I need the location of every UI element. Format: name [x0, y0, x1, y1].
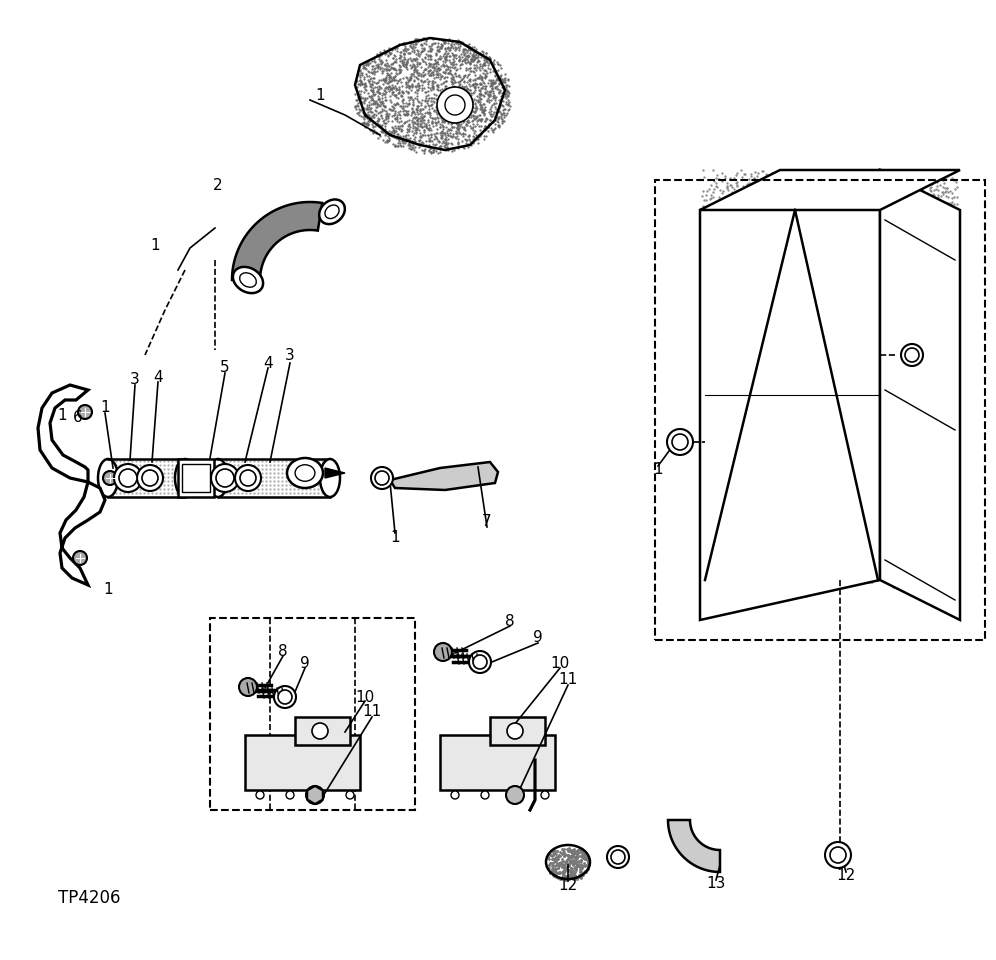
- Text: 2: 2: [213, 178, 223, 193]
- Circle shape: [371, 467, 393, 489]
- Polygon shape: [668, 820, 720, 872]
- Polygon shape: [700, 170, 880, 620]
- Circle shape: [114, 464, 142, 492]
- Polygon shape: [307, 786, 323, 804]
- Circle shape: [211, 464, 239, 492]
- Circle shape: [434, 643, 452, 661]
- Text: 1: 1: [57, 407, 67, 422]
- Ellipse shape: [287, 458, 323, 488]
- Bar: [655, 180, 985, 640]
- Text: 10: 10: [551, 656, 570, 670]
- Text: 11: 11: [363, 705, 381, 719]
- Text: TP4206: TP4206: [58, 889, 121, 907]
- Circle shape: [506, 786, 524, 804]
- Circle shape: [240, 470, 256, 486]
- Polygon shape: [325, 468, 345, 478]
- Circle shape: [473, 655, 487, 669]
- Circle shape: [541, 791, 549, 799]
- Text: 11: 11: [559, 673, 578, 687]
- Text: 12: 12: [559, 877, 578, 893]
- Text: 7: 7: [482, 515, 492, 530]
- Bar: [245, 735, 360, 790]
- Text: 3: 3: [285, 348, 295, 364]
- Circle shape: [274, 686, 296, 708]
- Circle shape: [312, 723, 328, 739]
- Circle shape: [607, 846, 629, 868]
- Text: 9: 9: [533, 631, 543, 645]
- Ellipse shape: [175, 459, 195, 497]
- Text: 4: 4: [153, 370, 162, 385]
- Circle shape: [142, 470, 158, 486]
- Circle shape: [469, 651, 491, 673]
- Circle shape: [346, 791, 354, 799]
- Circle shape: [667, 429, 693, 455]
- Text: 9: 9: [300, 656, 310, 670]
- Circle shape: [437, 87, 473, 123]
- Polygon shape: [38, 385, 105, 585]
- Bar: [440, 735, 555, 790]
- Circle shape: [73, 551, 87, 565]
- Circle shape: [278, 690, 292, 704]
- Circle shape: [481, 791, 489, 799]
- Text: 5: 5: [220, 359, 230, 374]
- Circle shape: [511, 791, 519, 799]
- Text: 8: 8: [278, 643, 288, 659]
- Text: 6: 6: [73, 411, 83, 425]
- Ellipse shape: [240, 273, 256, 287]
- Polygon shape: [390, 462, 498, 490]
- Ellipse shape: [319, 200, 345, 224]
- Text: 1: 1: [653, 463, 662, 477]
- Text: 1: 1: [390, 531, 399, 545]
- Ellipse shape: [98, 459, 118, 497]
- Bar: [178, 459, 214, 497]
- Text: 8: 8: [505, 613, 515, 629]
- Ellipse shape: [325, 205, 339, 219]
- Circle shape: [611, 850, 625, 864]
- Circle shape: [445, 95, 465, 115]
- Circle shape: [286, 791, 294, 799]
- Circle shape: [137, 465, 163, 491]
- Text: 3: 3: [130, 372, 139, 388]
- Circle shape: [905, 348, 919, 362]
- Circle shape: [256, 791, 264, 799]
- Circle shape: [507, 723, 523, 739]
- Circle shape: [901, 344, 923, 366]
- Bar: [295, 717, 350, 745]
- Polygon shape: [232, 202, 322, 280]
- Polygon shape: [880, 170, 960, 620]
- Text: 1: 1: [104, 583, 113, 597]
- Text: 13: 13: [706, 876, 726, 891]
- Circle shape: [119, 469, 137, 487]
- Text: 1: 1: [315, 87, 325, 103]
- Circle shape: [239, 678, 257, 696]
- Bar: [210, 618, 415, 810]
- Circle shape: [825, 842, 851, 868]
- Circle shape: [451, 791, 459, 799]
- Circle shape: [830, 847, 846, 863]
- Text: 1: 1: [150, 237, 159, 252]
- Ellipse shape: [295, 465, 315, 481]
- Ellipse shape: [208, 459, 228, 497]
- Text: 12: 12: [837, 868, 856, 882]
- Ellipse shape: [233, 267, 263, 293]
- Text: 1: 1: [101, 400, 110, 416]
- Circle shape: [672, 434, 688, 450]
- Ellipse shape: [320, 459, 340, 497]
- Circle shape: [103, 471, 117, 485]
- Text: 10: 10: [356, 689, 374, 705]
- Bar: [182, 464, 210, 492]
- Circle shape: [78, 405, 92, 419]
- Bar: [490, 717, 545, 745]
- Circle shape: [216, 469, 234, 487]
- Polygon shape: [700, 170, 960, 210]
- Circle shape: [306, 786, 324, 804]
- Circle shape: [316, 791, 324, 799]
- Text: 4: 4: [263, 355, 273, 371]
- Circle shape: [235, 465, 261, 491]
- Circle shape: [375, 471, 389, 485]
